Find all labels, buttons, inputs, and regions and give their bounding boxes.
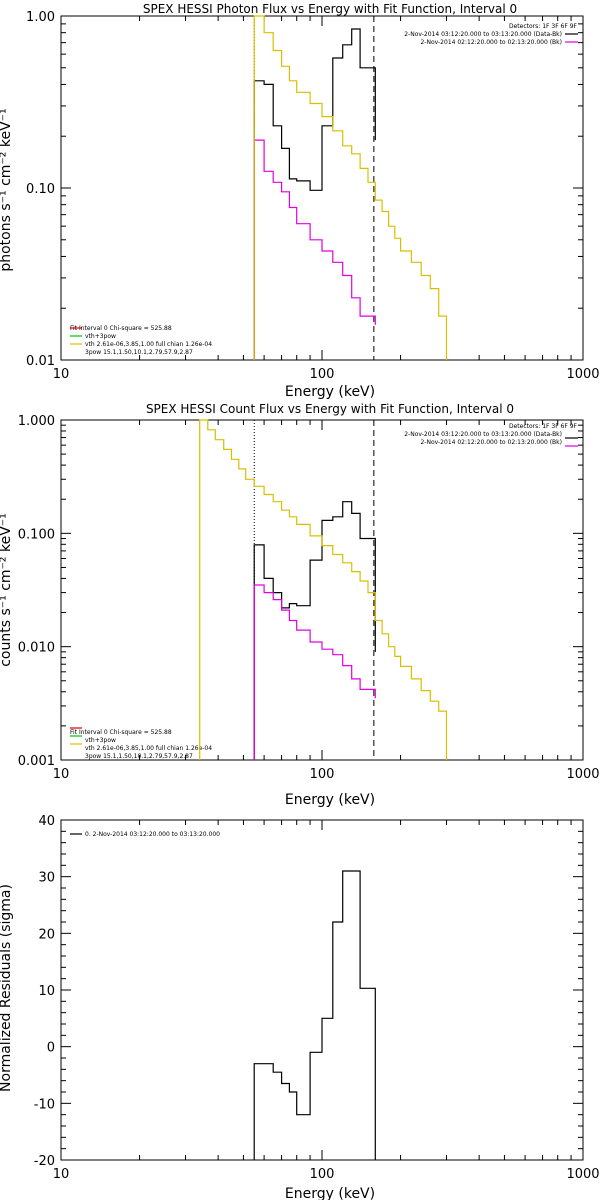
y-tick-label: 30 [38, 871, 55, 886]
residuals-panel: Energy (keV) Normalized Residuals (sigma… [0, 814, 600, 1200]
series-0-2-nov-2014-03-12-20-000-to-03-13-20-000 [253, 870, 376, 1160]
count-legend-data: 2-Nov-2014 03:12:20.000 to 03:13:20.000 … [404, 431, 562, 438]
series-bk [253, 584, 376, 760]
residuals-xlabel: Energy (keV) [285, 1186, 375, 1200]
photon-legend-3pow: 3pow 15.1,1.50,10.1,2.79,57.9,2.87 [85, 349, 193, 356]
count-legend-bk: 2-Nov-2014 02:12:20.000 to 02:13:20.000 … [420, 439, 562, 446]
y-tick-label: 10 [38, 984, 55, 999]
photon-legend-detectors: Detectors: 1F 3F 6F 9F [509, 23, 578, 30]
y-tick-label: 0.10 [26, 182, 55, 197]
y-tick-label: -20 [34, 1154, 55, 1169]
x-tick-label: 10 [53, 1167, 70, 1182]
y-tick-label: 0.01 [26, 354, 55, 369]
y-tick-label: 0 [47, 1041, 55, 1056]
x-tick-label: 100 [310, 767, 335, 782]
photon-flux-ylabel: photons s⁻¹ cm⁻² keV⁻¹ [0, 108, 14, 271]
photon-legend-model: vth+3pow [85, 333, 116, 340]
y-tick-label: 20 [38, 927, 55, 942]
y-tick-label: 0.001 [18, 754, 55, 769]
residuals-legend: 0. 2-Nov-2014 03:12:20.000 to 03:13:20.0… [85, 831, 220, 838]
photon-legend-vth: vth 2.61e-06,3.85,1.00 full chian 1.26e-… [85, 341, 212, 348]
x-tick-label: 1000 [566, 367, 599, 382]
photon-legend-data: 2-Nov-2014 03:12:20.000 to 03:13:20.000 … [404, 31, 562, 38]
y-tick-label: 0.100 [18, 527, 55, 542]
series-fit [253, 15, 448, 360]
y-tick-label: 40 [38, 814, 55, 829]
photon-flux-title: SPEX HESSI Photon Flux vs Energy with Fi… [143, 2, 517, 16]
y-tick-label: 1.000 [18, 414, 55, 429]
series-fit [199, 419, 448, 760]
series-data-bk [253, 28, 376, 360]
count-flux-ylabel: counts s⁻¹ cm⁻² keV⁻¹ [0, 513, 14, 667]
x-tick-label: 1000 [566, 1167, 599, 1182]
y-tick-label: 0.010 [18, 641, 55, 656]
count-flux-xlabel: Energy (keV) [285, 792, 375, 808]
count-flux-title: SPEX HESSI Count Flux vs Energy with Fit… [146, 402, 514, 416]
y-tick-label: 1.00 [26, 10, 55, 25]
count-legend-detectors: Detectors: 1F 3F 6F 9F [509, 423, 578, 430]
series-data-bk [253, 501, 376, 760]
x-tick-label: 100 [310, 367, 335, 382]
count-flux-panel: SPEX HESSI Count Flux vs Energy with Fit… [0, 402, 600, 808]
count-legend-model: vth+3pow [85, 737, 116, 744]
count-legend-fit: Fit Interval 0 Chi-square = 525.88 [70, 729, 172, 736]
series-bk [253, 139, 376, 360]
x-tick-label: 1000 [566, 767, 599, 782]
count-legend-vth: vth 2.61e-06,3.85,1.00 full chian 1.26e-… [85, 745, 212, 752]
x-tick-label: 10 [53, 367, 70, 382]
residuals-ylabel: Normalized Residuals (sigma) [0, 884, 14, 1092]
photon-flux-xlabel: Energy (keV) [285, 384, 375, 400]
photon-legend-fit: Fit Interval 0 Chi-square = 525.88 [70, 325, 172, 332]
photon-legend-bk: 2-Nov-2014 02:12:20.000 to 02:13:20.000 … [420, 39, 562, 46]
x-tick-label: 100 [310, 1167, 335, 1182]
x-tick-label: 10 [53, 767, 70, 782]
photon-flux-panel: SPEX HESSI Photon Flux vs Energy with Fi… [0, 2, 600, 400]
y-tick-label: -10 [34, 1097, 55, 1112]
count-legend-3pow: 3pow 15.1,1.50,10.1,2.79,57.9,2.87 [85, 753, 193, 760]
